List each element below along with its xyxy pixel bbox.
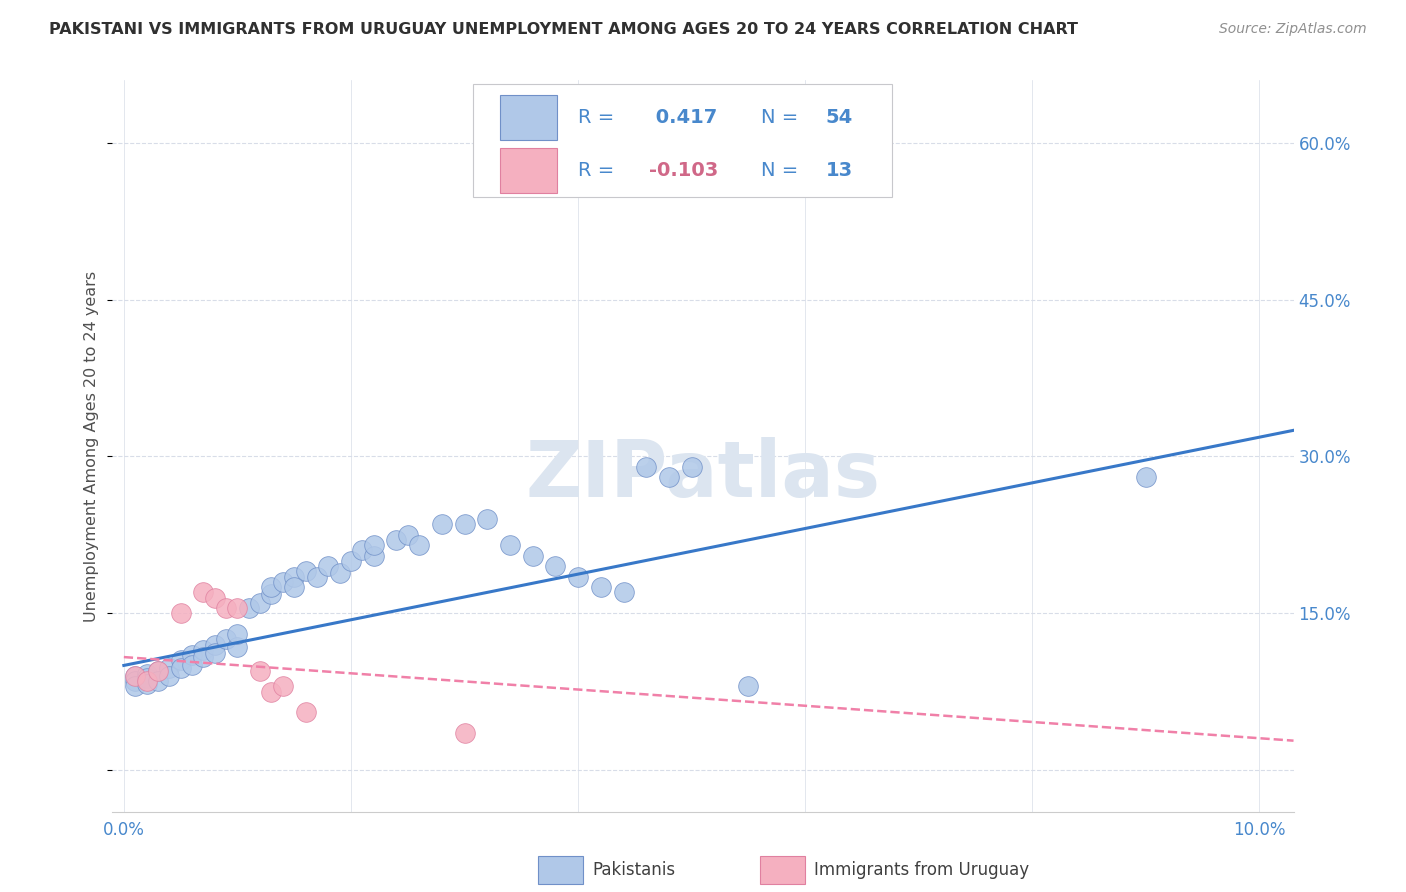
Text: R =: R = — [578, 108, 620, 127]
Point — [510, 120, 533, 135]
Point — [260, 580, 283, 594]
Point — [135, 677, 157, 691]
Point — [316, 559, 339, 574]
Point — [453, 726, 475, 740]
Point — [567, 569, 589, 583]
Point — [215, 632, 238, 647]
Text: Immigrants from Uruguay: Immigrants from Uruguay — [814, 862, 1029, 880]
Point — [146, 664, 169, 678]
Point — [589, 580, 612, 594]
Point — [157, 660, 180, 674]
Point — [271, 574, 294, 589]
Point — [305, 569, 328, 583]
Text: Source: ZipAtlas.com: Source: ZipAtlas.com — [1219, 22, 1367, 37]
Point — [193, 642, 215, 657]
Point — [169, 660, 191, 674]
Point — [329, 566, 352, 581]
Point — [271, 679, 294, 693]
Point — [157, 669, 180, 683]
Bar — [537, 856, 582, 884]
Bar — [501, 148, 557, 193]
Point — [363, 538, 385, 552]
Point — [453, 517, 475, 532]
Point — [181, 648, 204, 662]
Point — [737, 679, 759, 693]
Point — [636, 459, 658, 474]
Point — [146, 664, 169, 678]
Point — [430, 517, 453, 532]
Point — [544, 559, 567, 574]
Point — [135, 674, 157, 689]
Point — [169, 606, 191, 620]
Point — [181, 658, 204, 673]
Point — [124, 679, 146, 693]
Point — [477, 512, 499, 526]
Point — [249, 664, 271, 678]
FancyBboxPatch shape — [472, 84, 891, 197]
Point — [294, 706, 316, 720]
Y-axis label: Unemployment Among Ages 20 to 24 years: Unemployment Among Ages 20 to 24 years — [84, 270, 100, 622]
Point — [238, 601, 260, 615]
Point — [124, 674, 146, 689]
Point — [340, 554, 363, 568]
Text: ZIPatlas: ZIPatlas — [526, 437, 880, 513]
Text: N =: N = — [761, 161, 804, 180]
Point — [396, 528, 419, 542]
Point — [294, 565, 316, 579]
Bar — [759, 856, 804, 884]
Point — [363, 549, 385, 563]
Text: R =: R = — [578, 161, 620, 180]
Point — [204, 638, 226, 652]
Point — [681, 459, 703, 474]
Point — [135, 666, 157, 681]
Point — [135, 671, 157, 685]
Point — [1135, 470, 1157, 484]
Point — [499, 538, 522, 552]
Point — [283, 569, 305, 583]
Text: 13: 13 — [825, 161, 853, 180]
Point — [146, 674, 169, 689]
Point — [215, 601, 238, 615]
Text: 0.417: 0.417 — [648, 108, 717, 127]
Bar — [501, 95, 557, 139]
Text: 54: 54 — [825, 108, 853, 127]
Point — [226, 627, 249, 641]
Text: Pakistanis: Pakistanis — [592, 862, 675, 880]
Point — [408, 538, 430, 552]
Point — [193, 585, 215, 599]
Point — [124, 669, 146, 683]
Point — [169, 653, 191, 667]
Point — [226, 601, 249, 615]
Point — [283, 580, 305, 594]
Point — [249, 596, 271, 610]
Text: N =: N = — [761, 108, 804, 127]
Point — [124, 669, 146, 683]
Point — [612, 585, 634, 599]
Text: -0.103: -0.103 — [648, 161, 718, 180]
Point — [193, 650, 215, 665]
Text: PAKISTANI VS IMMIGRANTS FROM URUGUAY UNEMPLOYMENT AMONG AGES 20 TO 24 YEARS CORR: PAKISTANI VS IMMIGRANTS FROM URUGUAY UNE… — [49, 22, 1078, 37]
Point — [226, 640, 249, 654]
Point — [658, 470, 681, 484]
Point — [204, 591, 226, 605]
Point — [260, 684, 283, 698]
Point — [260, 587, 283, 601]
Point — [522, 549, 544, 563]
Point — [204, 646, 226, 660]
Point — [385, 533, 408, 547]
Point — [352, 543, 374, 558]
